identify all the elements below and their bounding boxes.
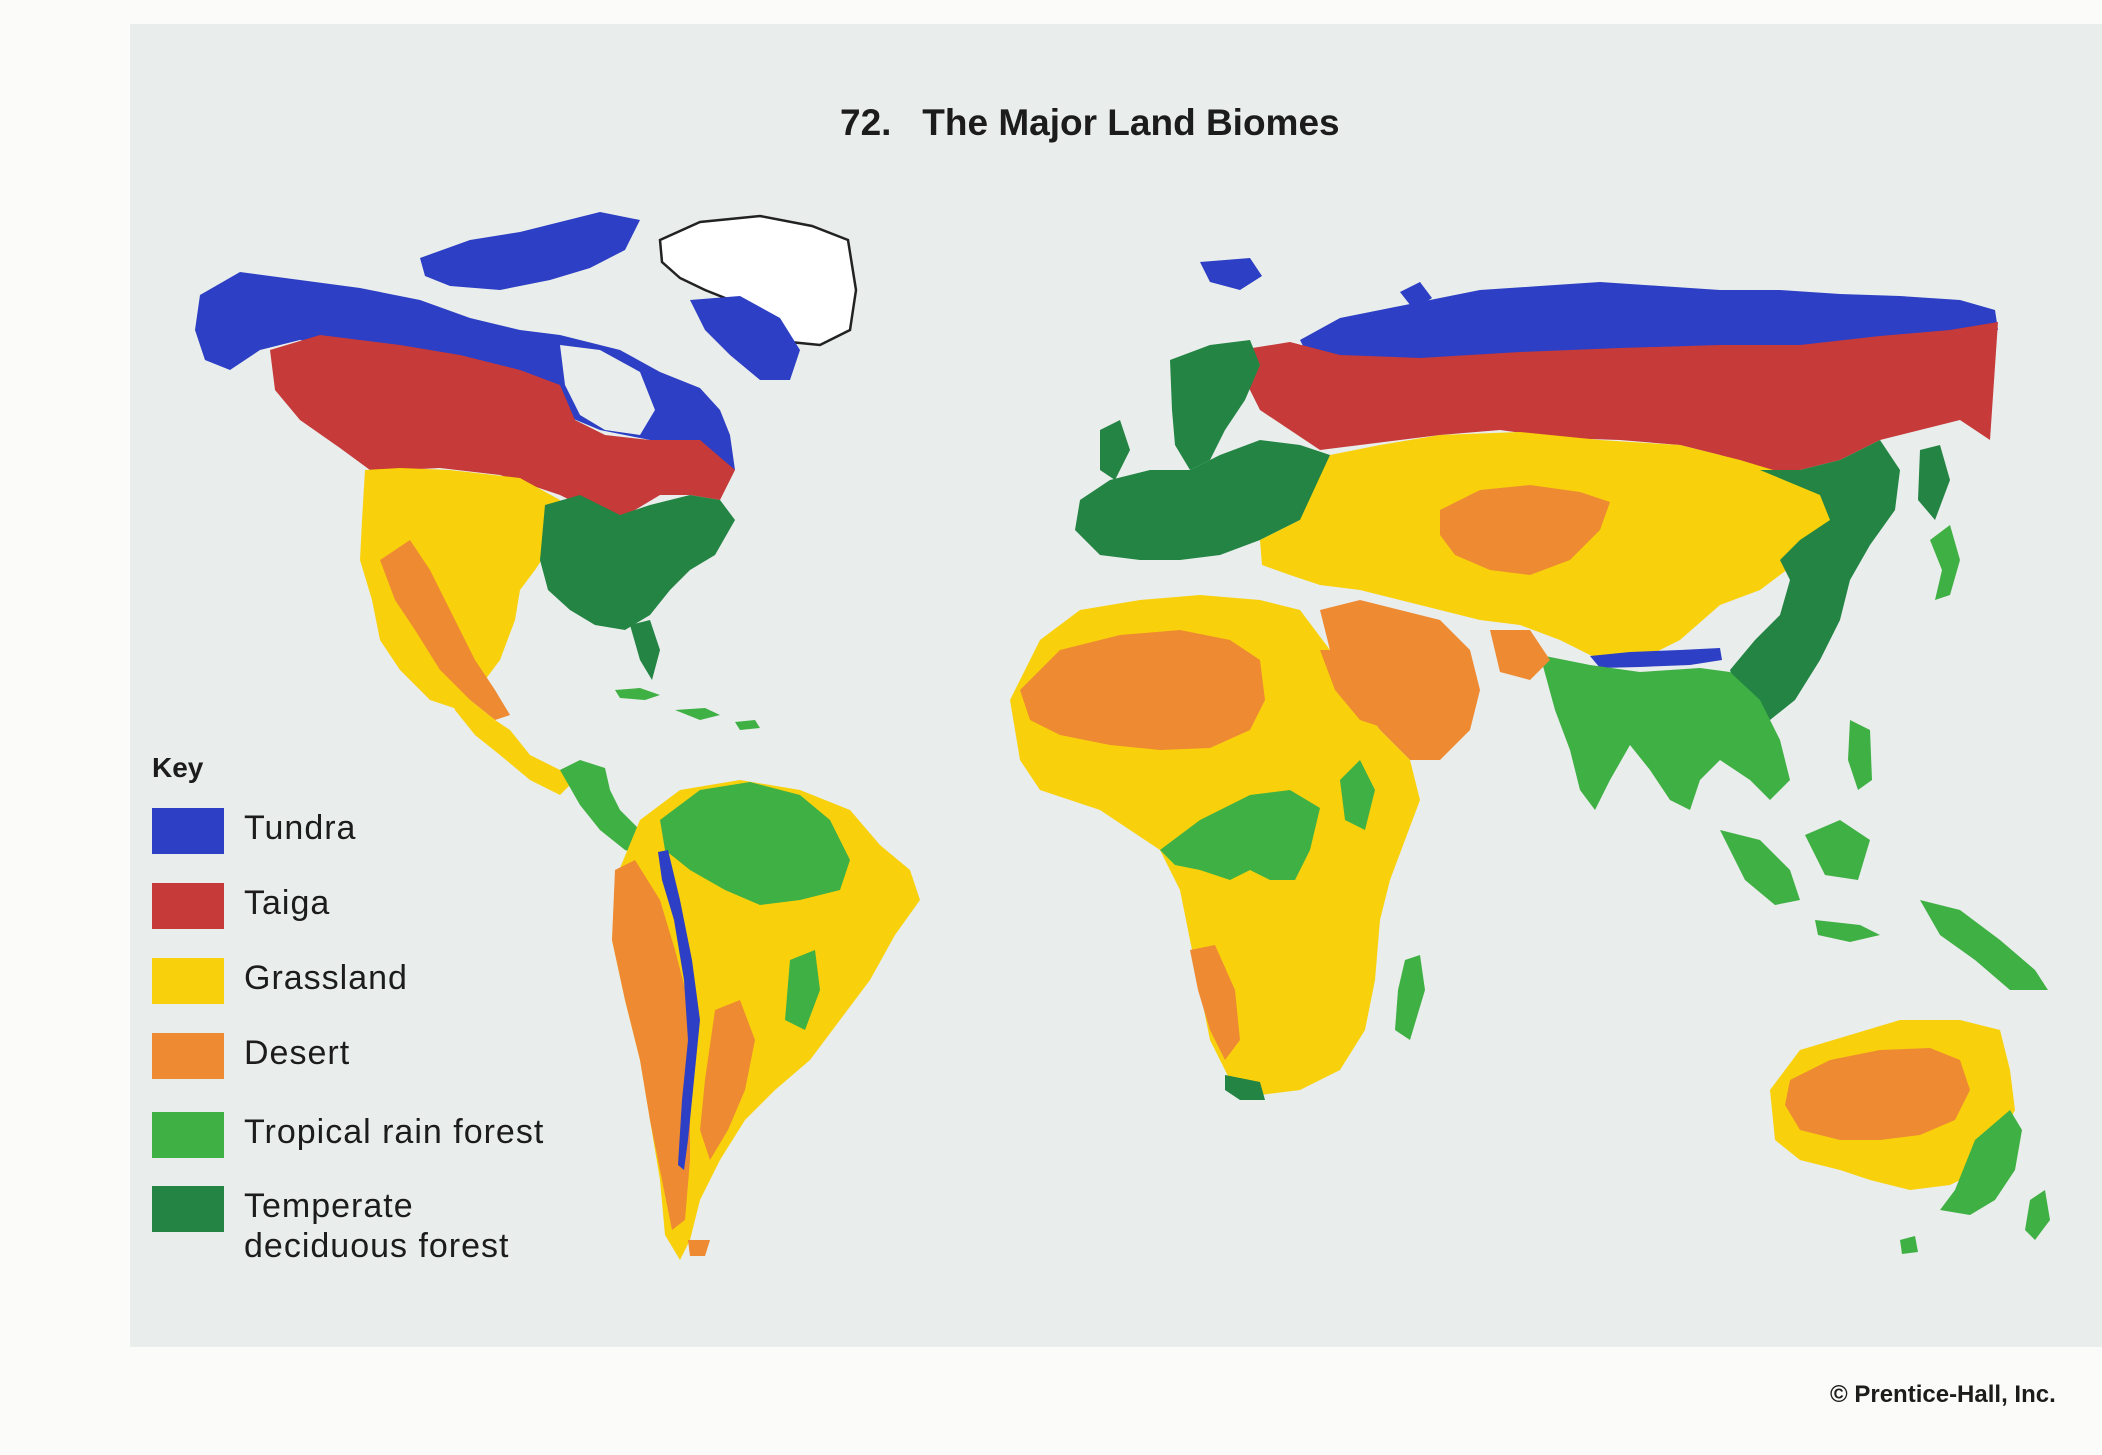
new-zealand	[2025, 1190, 2050, 1240]
novaya-zemlya	[1400, 282, 1432, 310]
india-desert	[1490, 630, 1550, 680]
legend-item-grassland: Grassland	[152, 958, 624, 1004]
philippines	[1848, 720, 1872, 790]
florida	[630, 620, 660, 680]
tasmania	[1900, 1236, 1918, 1254]
na-temperate	[540, 495, 735, 630]
sa-desert-west	[612, 860, 695, 1230]
britain	[1100, 420, 1130, 480]
new-guinea	[1920, 900, 2048, 990]
legend-label-temperate-line1: Temperate	[244, 1187, 414, 1225]
legend-item-tundra: Tundra	[152, 808, 624, 854]
namib-desert	[1190, 945, 1240, 1060]
legend-label-tundra: Tundra	[244, 809, 357, 847]
sa-desert-south	[700, 1000, 755, 1160]
legend-label-temperate: Temperate deciduous forest	[244, 1186, 624, 1266]
legend-label-grassland: Grassland	[244, 959, 408, 997]
japan	[1930, 525, 1960, 600]
eurasia-taiga	[1240, 322, 1998, 470]
arctic-islands-na	[420, 212, 640, 290]
tundra-swatch	[152, 808, 224, 854]
baffin-island	[690, 296, 800, 380]
temperate-swatch	[152, 1186, 224, 1232]
tropical-swatch	[152, 1112, 224, 1158]
kamchatka	[1918, 445, 1950, 520]
legend: Key Tundra Taiga Grassland Desert Tropic…	[152, 752, 543, 1265]
africa-tropical-east	[1340, 760, 1375, 830]
hudson-bay	[560, 345, 655, 435]
indonesia	[1720, 820, 1880, 942]
europe-temperate	[1075, 440, 1330, 560]
na-desert	[380, 540, 510, 720]
copyright-credit: © Prentice-Hall, Inc.	[1830, 1381, 2056, 1408]
legend-label-tropical: Tropical rain forest	[244, 1113, 545, 1151]
asia-temperate	[1730, 440, 1900, 720]
na-grassland	[360, 468, 560, 710]
mexico	[440, 670, 575, 795]
map-title: 72. The Major Land Biomes	[840, 102, 1340, 143]
na-taiga	[270, 335, 735, 520]
caribbean-islands	[615, 688, 760, 730]
greenland	[658, 214, 858, 347]
australia-desert	[1785, 1048, 1970, 1140]
africa-tropical	[1160, 790, 1320, 880]
svalbard	[1200, 258, 1262, 290]
legend-label-temperate-line2: deciduous forest	[244, 1227, 510, 1265]
grassland-swatch	[152, 958, 224, 1004]
asia-desert	[1440, 485, 1610, 575]
south-asia-tropical	[1540, 655, 1790, 810]
south-africa-temperate	[1225, 1075, 1265, 1100]
tierra-del-fuego	[688, 1240, 710, 1256]
legend-item-tropical: Tropical rain forest	[152, 1112, 624, 1158]
australia-forest	[1940, 1110, 2022, 1215]
taiga-swatch	[152, 883, 224, 929]
legend-label-desert: Desert	[244, 1034, 351, 1072]
madagascar	[1395, 955, 1425, 1040]
himalaya-tundra	[1590, 648, 1722, 668]
sa-tropical	[660, 782, 850, 905]
legend-item-desert: Desert	[152, 1033, 624, 1079]
legend-item-temperate: Temperate deciduous forest	[152, 1186, 624, 1266]
legend-item-taiga: Taiga	[152, 883, 624, 929]
scandinavia	[1170, 340, 1260, 470]
horn-desert	[1320, 650, 1390, 730]
sa-tropical-east	[785, 950, 820, 1030]
sahara-desert	[1020, 630, 1265, 750]
andes-tundra	[658, 850, 700, 1170]
eurasia-tundra	[1300, 282, 1998, 370]
legend-label-taiga: Taiga	[244, 884, 331, 922]
legend-heading: Key	[152, 752, 204, 783]
desert-swatch	[152, 1033, 224, 1079]
middle-east-desert	[1320, 600, 1480, 760]
